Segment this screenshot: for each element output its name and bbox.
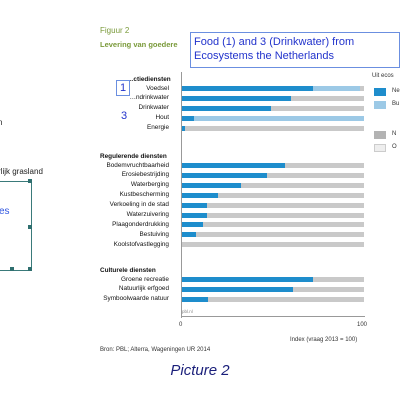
- bar-track: [181, 232, 364, 238]
- bar-track: [181, 182, 364, 188]
- chart-row-label: Plaagonderdrukking: [112, 220, 169, 228]
- bar: [181, 95, 291, 101]
- chart-section-heading: …ctiediensten: [127, 76, 171, 83]
- bar-track: [181, 172, 364, 178]
- bar: [181, 222, 203, 228]
- selected-text[interactable]: es: [0, 206, 10, 217]
- bar-track: [181, 105, 364, 111]
- bar: [181, 232, 196, 238]
- chart-row-label: Verkoeling in de stad: [109, 201, 169, 209]
- chart-row-label: Voedsel: [146, 84, 169, 92]
- bar-track: [181, 242, 364, 248]
- marker-3: 3: [121, 110, 128, 122]
- x-axis-title: Index (vraag 2013 = 100): [290, 337, 358, 343]
- chart-section-heading: Culturele diensten: [100, 267, 156, 274]
- chart-row-label: Kustbescherming: [119, 191, 169, 199]
- bar-light-segment: [312, 86, 361, 91]
- chart-row-label: Hout: [155, 114, 170, 122]
- x-tick-label: 0: [179, 322, 183, 328]
- legend-swatch: [374, 101, 386, 109]
- legend-swatch: [374, 88, 386, 96]
- left-panel-text: n: [0, 118, 3, 127]
- legend-swatch: [374, 131, 386, 139]
- chart-row-label: Energie: [146, 124, 169, 132]
- bar-track: [181, 95, 364, 101]
- bar-track: [181, 286, 364, 292]
- pbl-note: pbl.nl: [182, 309, 193, 314]
- bar-track: [181, 163, 364, 168]
- figure-label: Figuur 2: [100, 26, 130, 35]
- bar-track: [181, 86, 364, 91]
- resize-handle[interactable]: [28, 267, 32, 271]
- chart-row-label: Waterzuivering: [126, 211, 169, 218]
- x-axis-line: [181, 316, 365, 317]
- bar: [181, 172, 267, 178]
- picture-caption: Picture 2: [170, 362, 230, 379]
- bar-track: [181, 202, 364, 208]
- chart-row-label: Symboolwaarde natuur: [103, 295, 169, 303]
- marker-1[interactable]: 1: [116, 80, 130, 96]
- legend-label: Ne: [392, 88, 400, 94]
- chart-row-label: Koolstofvastlegging: [113, 240, 169, 248]
- y-axis-line: [181, 72, 182, 318]
- bar-track: [181, 296, 364, 302]
- bar: [181, 296, 209, 302]
- bar: [181, 105, 271, 111]
- annotation-text[interactable]: Food (1) and 3 (Drinkwater) from Ecosyst…: [194, 35, 354, 63]
- legend-label: N: [392, 131, 397, 137]
- annotation-line-2: Ecosystems the Netherlands: [194, 50, 335, 62]
- bar-light-segment: [193, 115, 364, 121]
- left-panel-grasland-text: rlijk grasland: [0, 167, 43, 176]
- legend-swatch: [374, 144, 386, 152]
- resize-handle[interactable]: [28, 225, 32, 229]
- chart-row-label: Bodemvruchtbaarheid: [106, 161, 169, 169]
- chart-row-label: Waterberging: [130, 181, 169, 189]
- resize-handle[interactable]: [28, 179, 32, 183]
- bar: [181, 115, 194, 121]
- bar: [181, 125, 185, 131]
- chart-row-label: …ndrinkwater: [129, 94, 169, 102]
- bar: [181, 202, 207, 208]
- bar-track: [181, 277, 364, 282]
- chart-section-heading: Regulerende diensten: [100, 153, 167, 160]
- legend-label: Bu: [392, 101, 400, 107]
- bar-track: [181, 212, 364, 218]
- bar: [181, 192, 218, 198]
- x-tick-label: 100: [357, 322, 368, 328]
- bar-track: [181, 115, 364, 121]
- bar: [181, 212, 207, 218]
- legend-label: O: [392, 144, 397, 150]
- annotation-textbox[interactable]: Food (1) and 3 (Drinkwater) from Ecosyst…: [190, 32, 400, 68]
- bar-track: [181, 222, 364, 228]
- bar: [181, 277, 313, 282]
- chart-row-label: Natuurlijk erfgoed: [118, 285, 169, 293]
- legend-title: Uit ecos: [372, 73, 394, 79]
- figure-title: Levering van goedere: [100, 40, 178, 49]
- chart-row-label: Drinkwater: [138, 104, 169, 112]
- source-note: Bron: PBL; Alterra, Wageningen UR 2014: [100, 347, 211, 353]
- bar: [181, 286, 293, 292]
- bar: [181, 182, 242, 188]
- bar: [181, 163, 286, 168]
- annotation-line-1: Food (1) and 3 (Drinkwater) from: [194, 36, 355, 48]
- bar: [181, 86, 313, 91]
- bar-track: [181, 125, 364, 131]
- bar-track: [181, 192, 364, 198]
- chart-row-label: Groene recreatie: [121, 275, 169, 283]
- resize-handle[interactable]: [10, 267, 14, 271]
- chart-row-label: Erosiebestrijding: [121, 171, 169, 179]
- chart-row-label: Bestuiving: [139, 230, 170, 238]
